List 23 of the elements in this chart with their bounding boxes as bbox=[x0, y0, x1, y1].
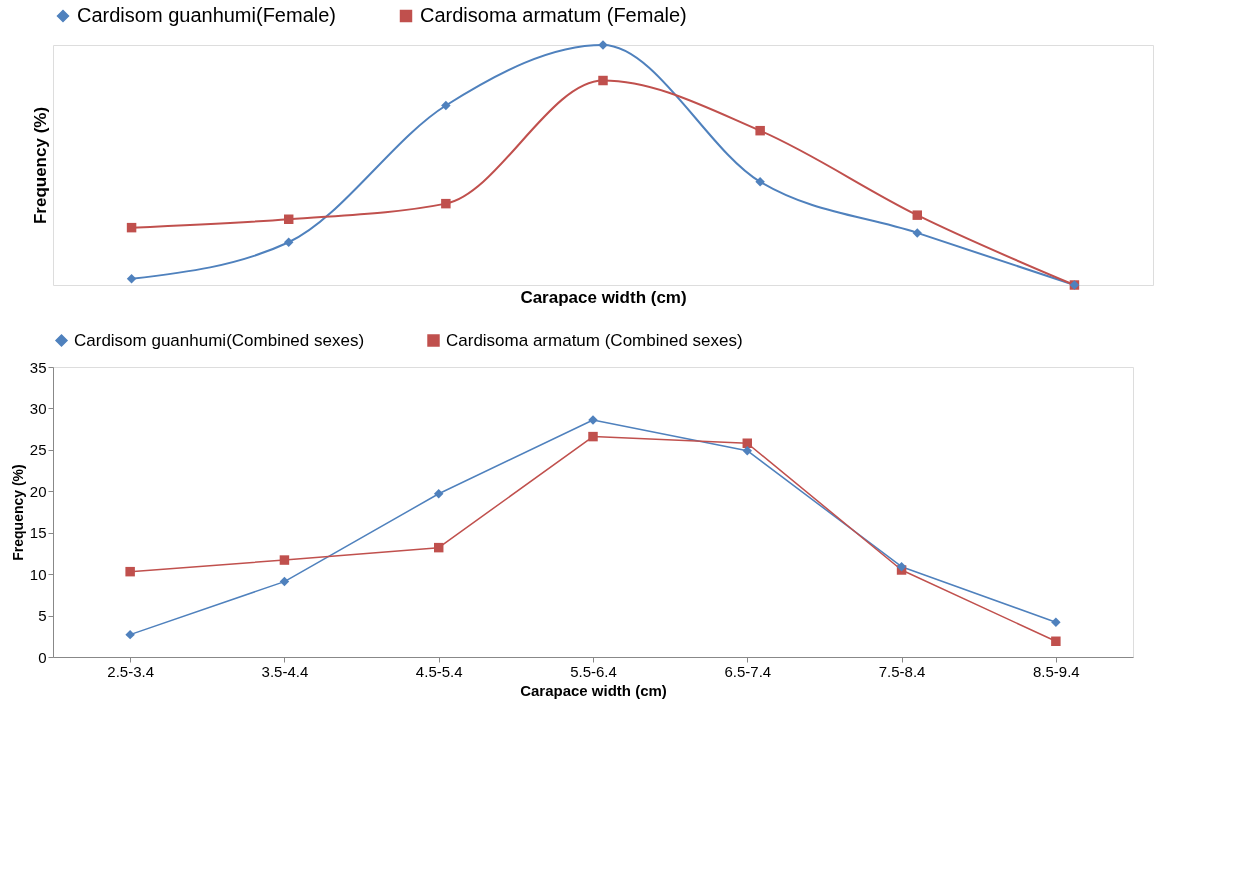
x-tick-label: 5.5-6.4 bbox=[570, 662, 617, 680]
y-tick-label: 0 bbox=[38, 648, 47, 666]
y-axis-title: Frequency (%) bbox=[9, 464, 26, 561]
y-tick-label: 20 bbox=[29, 482, 47, 500]
x-tick-label: 3.5-4.4 bbox=[261, 662, 309, 680]
y-tick-label: 25 bbox=[29, 441, 47, 459]
legend-label: Cardisom guanhumi(Combined sexes) bbox=[74, 330, 365, 350]
x-tick-label: 8.5-9.4 bbox=[1033, 662, 1080, 680]
legend-label: Cardisom guanhumi(Female) bbox=[77, 4, 336, 26]
y-tick-label: 35 bbox=[29, 358, 47, 376]
y-tick-label: 10 bbox=[29, 565, 47, 583]
x-tick-label: 4.5-5.4 bbox=[415, 662, 463, 680]
x-tick-label: 6.5-7.4 bbox=[724, 662, 772, 680]
y-tick-label: 15 bbox=[29, 524, 47, 542]
x-tick-label: 7.5-8.4 bbox=[878, 662, 926, 680]
y-tick-label: 5 bbox=[38, 607, 47, 625]
x-tick-label: 2.5-3.4 bbox=[107, 662, 154, 680]
y-tick-label: 30 bbox=[29, 399, 47, 417]
y-axis-title: Frequency (%) bbox=[30, 106, 50, 225]
legend-label: Cardisoma armatum (Female) bbox=[420, 4, 687, 26]
x-axis-title: Carapace width (cm) bbox=[520, 287, 687, 307]
legend-label: Cardisoma armatum (Combined sexes) bbox=[446, 330, 743, 350]
x-axis-title: Carapace width (cm) bbox=[520, 681, 667, 699]
